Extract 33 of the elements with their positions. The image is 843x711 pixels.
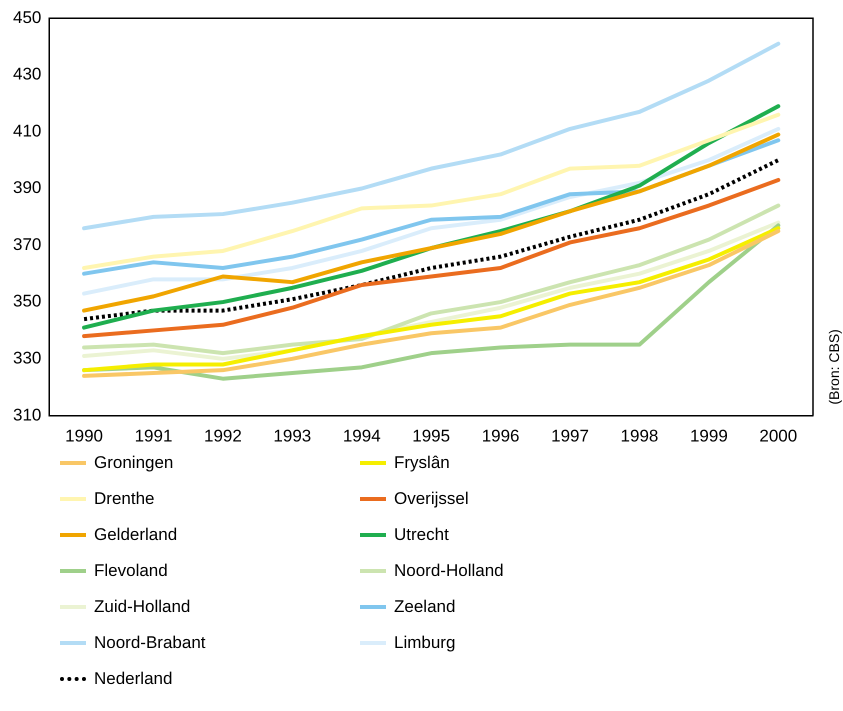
x-tick-label: 1998	[620, 426, 658, 446]
text: (Bron: CBS)	[826, 329, 842, 405]
legend-label: Groningen	[94, 453, 174, 473]
y-tick-label: 410	[12, 121, 42, 140]
x-tick-label: 1990	[65, 426, 103, 446]
x-tick-label: 1994	[342, 426, 381, 446]
y-tick-label: 310	[12, 405, 42, 424]
legend-label: Flevoland	[94, 561, 168, 581]
legend-label: Noord-Brabant	[94, 633, 206, 653]
legend-label: Noord-Holland	[394, 561, 504, 581]
legend-label: Gelderland	[94, 525, 178, 545]
x-tick-label: 1993	[273, 426, 312, 446]
x-tick-label: 1999	[690, 426, 728, 446]
legend-label: Limburg	[394, 633, 456, 653]
x-tick-label: 2000	[759, 426, 798, 446]
x-tick-label: 1995	[412, 426, 450, 446]
legend-label: Overijssel	[394, 489, 469, 509]
legend-label: Zuid-Holland	[94, 597, 190, 617]
x-tick-label: 1996	[482, 426, 520, 446]
y-tick-label: 330	[12, 348, 42, 368]
y-tick-label: 450	[12, 8, 42, 27]
legend-label: Nederland	[94, 669, 172, 689]
y-tick-label: 370	[12, 234, 42, 254]
x-tick-label: 1991	[134, 426, 172, 446]
legend-label: Fryslân	[394, 453, 450, 473]
legend-label: Zeeland	[394, 597, 456, 617]
y-tick-label: 430	[12, 64, 42, 84]
x-tick-label: 1992	[204, 426, 242, 446]
y-tick-label: 350	[12, 292, 42, 311]
x-tick-label: 1997	[551, 426, 589, 446]
y-tick-label: 390	[12, 178, 42, 198]
legend-label: Drenthe	[94, 489, 154, 509]
legend-label: Utrecht	[394, 525, 449, 545]
